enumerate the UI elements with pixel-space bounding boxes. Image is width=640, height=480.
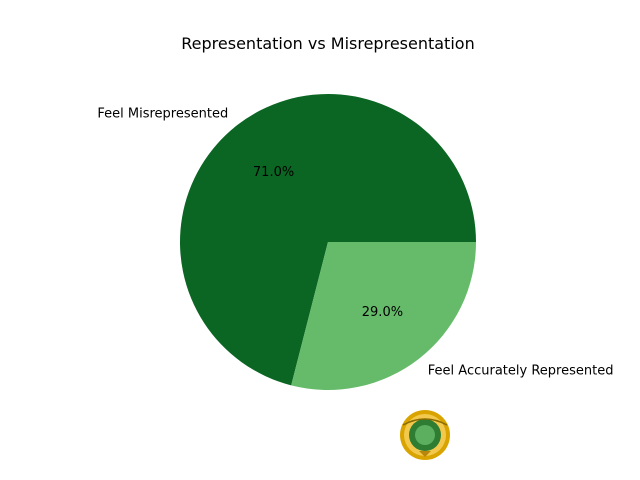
badge-ribbon <box>419 451 431 457</box>
chart-title: Representation vs Misrepresentation <box>181 34 474 53</box>
pie-slice-2 <box>291 242 476 390</box>
pie-labels: Feel Misrepresented 71.0% Feel Accurately … <box>97 106 613 378</box>
slice-percent-1: 71.0% <box>253 165 294 180</box>
badge-logo <box>400 410 450 460</box>
slice-label-1: Feel Misrepresented <box>97 106 228 121</box>
slice-percent-2: 29.0% <box>362 305 403 320</box>
badge-arc <box>402 418 448 426</box>
pie-slice-1 <box>179 93 476 386</box>
pie-slices <box>179 93 476 390</box>
slice-label-2: Feel Accurately Represented <box>428 364 614 379</box>
globe-icon <box>415 425 435 445</box>
